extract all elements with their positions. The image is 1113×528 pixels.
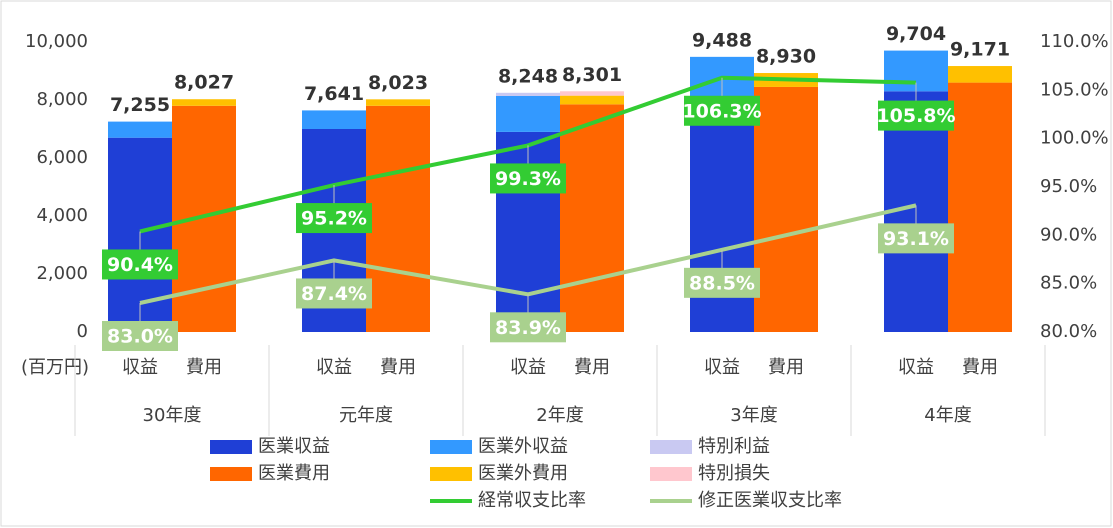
y-tick-label: 6,000 (36, 147, 88, 168)
bar-segment (560, 91, 624, 96)
sub-category-label: 費用 (186, 357, 222, 378)
data-label: 83.0% (107, 326, 173, 348)
data-label: 87.4% (301, 283, 367, 305)
legend-swatch (210, 467, 252, 481)
total-label: 8,930 (756, 46, 816, 68)
total-label: 8,027 (174, 72, 234, 94)
legend-label: 医業外収益 (478, 436, 568, 457)
legend-label: 医業費用 (258, 463, 330, 484)
sub-category-label: 収益 (316, 357, 352, 378)
data-label-box (102, 321, 178, 351)
total-label: 7,255 (110, 94, 170, 116)
data-label-box (878, 100, 954, 131)
bar-segment (366, 105, 430, 332)
bar-segment (172, 99, 236, 106)
data-label: 99.3% (495, 168, 561, 190)
y-tick-label: 4,000 (36, 205, 88, 226)
sub-category-label: 収益 (122, 357, 158, 378)
y-tick-label: 2,000 (36, 263, 88, 284)
total-label: 7,641 (304, 83, 364, 105)
y-tick-label: 8,000 (36, 89, 88, 110)
y2-tick-label: 110.0% (1040, 31, 1109, 52)
y2-tick-label: 105.0% (1040, 79, 1109, 100)
legend-label: 医業収益 (258, 436, 330, 457)
data-label: 93.1% (883, 228, 949, 250)
data-label-box (684, 95, 760, 126)
y2-tick-label: 95.0% (1040, 176, 1097, 197)
data-label-box (684, 267, 760, 298)
bar-segment (172, 105, 236, 332)
bar-segment (496, 92, 560, 96)
x-tick-label: 30年度 (143, 405, 202, 426)
bar-segment (754, 86, 818, 332)
data-label-box (878, 223, 954, 254)
line (139, 75, 917, 234)
data-label: 90.4% (107, 254, 173, 276)
total-label: 9,171 (950, 39, 1010, 61)
data-label: 106.3% (682, 100, 761, 122)
y2-tick-label: 90.0% (1040, 224, 1097, 245)
sub-category-label: 費用 (574, 357, 610, 378)
sub-category-label: 費用 (768, 357, 804, 378)
total-label: 9,488 (692, 29, 752, 51)
legend-label: 特別損失 (698, 463, 770, 484)
legend-label: 医業外費用 (478, 463, 568, 484)
x-tick-label: 2年度 (536, 405, 583, 426)
y-tick-label: 0 (77, 321, 88, 342)
legend-label: 特別利益 (698, 436, 770, 457)
data-label: 88.5% (689, 272, 755, 294)
legend-label: 経常収支比率 (478, 490, 586, 511)
sub-category-label: 収益 (898, 357, 934, 378)
legend-swatch (430, 440, 472, 454)
bar-segment (948, 82, 1012, 332)
legend-swatch (650, 440, 692, 454)
sub-category-label: 収益 (704, 357, 740, 378)
y2-tick-label: 85.0% (1040, 273, 1097, 294)
x-tick-label: 4年度 (924, 405, 971, 426)
y2-tick-label: 80.0% (1040, 321, 1097, 342)
data-label-box (296, 278, 372, 309)
x-tick-label: 元年度 (339, 405, 393, 426)
total-label: 8,023 (368, 72, 428, 94)
y-tick-label: 10,000 (25, 31, 88, 52)
sub-category-label: 収益 (510, 357, 546, 378)
sub-category-label: 費用 (380, 357, 416, 378)
data-label-box (102, 249, 178, 280)
total-label: 8,248 (498, 65, 558, 87)
total-label: 8,301 (562, 64, 622, 86)
data-label: 105.8% (876, 105, 955, 127)
unit-label: (百万円) (21, 357, 89, 378)
y2-tick-label: 100.0% (1040, 128, 1109, 149)
bar-segment (302, 110, 366, 129)
data-label: 95.2% (301, 208, 367, 230)
data-label-box (296, 203, 372, 234)
sub-category-label: 費用 (962, 357, 998, 378)
legend-swatch (430, 467, 472, 481)
legend-label: 修正医業収支比率 (698, 490, 842, 511)
data-label-box (490, 163, 566, 194)
bar-segment (560, 95, 624, 105)
legend-swatch (650, 467, 692, 481)
bar-segment (108, 121, 172, 138)
total-label: 9,704 (886, 23, 946, 45)
bar-segment (366, 99, 430, 106)
bar-segment (496, 95, 560, 132)
data-label-box (490, 312, 566, 343)
x-tick-label: 3年度 (730, 405, 777, 426)
bar-segment (690, 105, 754, 332)
bar-segment (560, 104, 624, 332)
data-label: 83.9% (495, 317, 561, 339)
bar-segment (948, 66, 1012, 83)
legend-swatch (210, 440, 252, 454)
